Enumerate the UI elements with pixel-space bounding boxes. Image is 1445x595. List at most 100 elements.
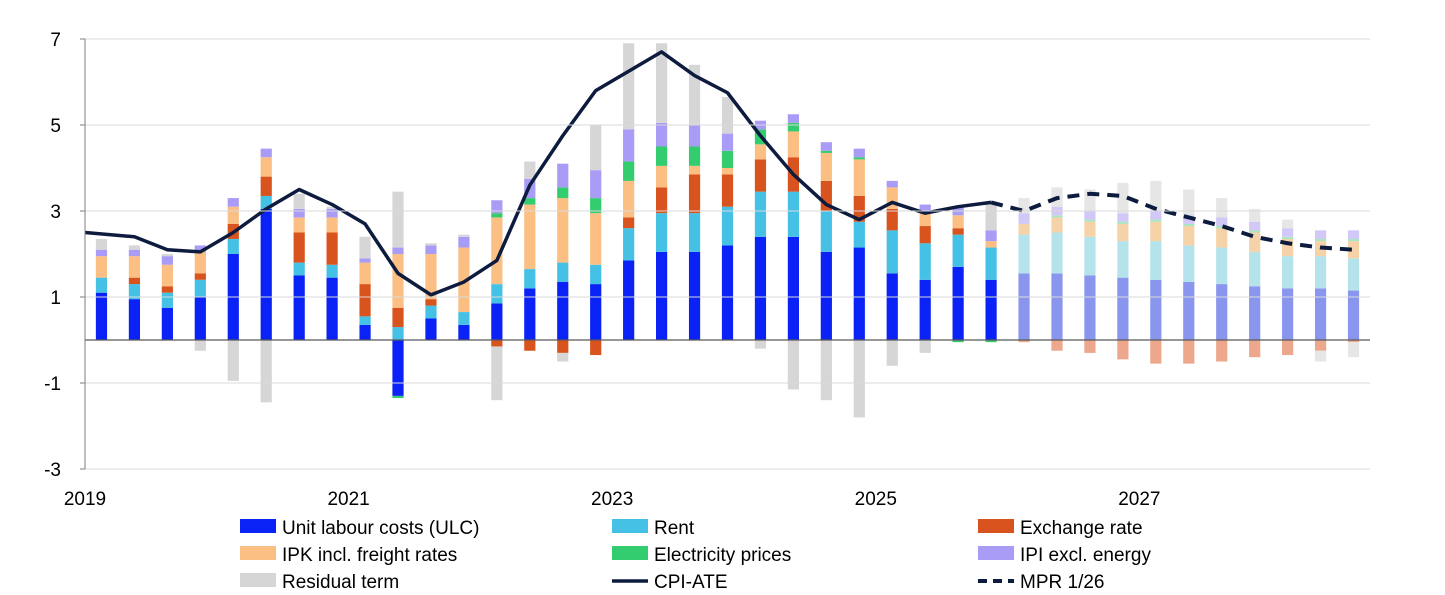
- bars-layer: [95, 43, 1360, 418]
- bar-residual-term-2026q3: [1084, 189, 1096, 211]
- legend-label-unit-labour-costs-ulc: Unit labour costs (ULC): [282, 518, 479, 539]
- bar-ipk-incl-freight-rates-2022q2: [524, 204, 536, 270]
- legend-swatch-unit-labour-costs-ulc: [240, 519, 276, 533]
- bar-unit-labour-costs-ulc-2021q2: [392, 340, 404, 396]
- bar-rent-2025q2: [919, 243, 931, 280]
- bar-ipi-excl-energy-2027q4: [1249, 221, 1261, 231]
- bar-rent-2026q2: [1051, 232, 1063, 274]
- bar-ipk-incl-freight-rates-2027q3: [1216, 228, 1228, 248]
- bar-ipi-excl-energy-2027q2: [1183, 215, 1195, 224]
- bar-residual-term-2019q2: [128, 245, 141, 250]
- bar-ipi-excl-energy-2019q2: [128, 249, 141, 257]
- bar-exchange-rate-2022q4: [590, 340, 602, 356]
- legend-label-ipk-incl-freight-rates: IPK incl. freight rates: [282, 545, 457, 566]
- bar-ipi-excl-energy-2022q3: [557, 163, 569, 188]
- bar-exchange-rate-2021q3: [425, 299, 437, 306]
- bar-residual-term-2019q4: [194, 340, 206, 351]
- bar-ipi-excl-energy-2020q3: [293, 208, 305, 218]
- bar-ipi-excl-energy-2021q3: [425, 245, 437, 254]
- bar-ipk-incl-freight-rates-2022q1: [491, 217, 503, 285]
- bar-rent-2021q4: [458, 312, 470, 325]
- bar-rent-2027q4: [1249, 251, 1261, 287]
- bar-exchange-rate-2021q1: [359, 284, 371, 317]
- bar-unit-labour-costs-ulc-2021q3: [425, 318, 437, 340]
- bar-ipi-excl-energy-2025q2: [919, 204, 931, 214]
- bar-residual-term-2024q3: [820, 340, 832, 401]
- bar-unit-labour-costs-ulc-2027q4: [1249, 286, 1261, 340]
- bar-ipi-excl-energy-2022q4: [590, 170, 602, 199]
- bar-rent-2027q3: [1216, 247, 1228, 285]
- legend-swatch-electricity-prices: [612, 546, 648, 560]
- bar-unit-labour-costs-ulc-2027q2: [1183, 281, 1195, 340]
- bar-ipi-excl-energy-2019q4: [194, 245, 206, 252]
- bar-rent-2022q2: [524, 269, 536, 289]
- bar-exchange-rate-2023q2: [656, 187, 668, 214]
- bar-ipi-excl-energy-2025q1: [886, 180, 898, 188]
- bar-electricity-prices-2022q1: [491, 213, 503, 218]
- bar-unit-labour-costs-ulc-2022q2: [524, 288, 536, 340]
- bar-ipk-incl-freight-rates-2025q4: [985, 241, 997, 248]
- bar-rent-2024q2: [787, 191, 799, 237]
- bar-ipi-excl-energy-2023q2: [656, 122, 668, 147]
- legend-item-electricity-prices: Electricity prices: [612, 545, 791, 566]
- bar-ipk-incl-freight-rates-2023q2: [656, 165, 668, 188]
- bar-residual-term-2024q1: [754, 340, 767, 349]
- bar-ipk-incl-freight-rates-2021q3: [425, 254, 437, 300]
- bar-residual-term-2021q2: [392, 191, 404, 248]
- bar-ipi-excl-energy-2023q4: [721, 133, 734, 151]
- bar-ipk-incl-freight-rates-2019q3: [161, 264, 173, 287]
- bar-exchange-rate-2025q3: [952, 228, 964, 235]
- bar-rent-2024q4: [853, 221, 865, 248]
- bar-residual-term-2024q2: [787, 340, 799, 390]
- bar-residual-term-2022q1: [491, 346, 503, 401]
- bar-residual-term-2026q1: [1018, 198, 1030, 214]
- bar-rent-2028q3: [1347, 258, 1360, 291]
- bar-exchange-rate-2027q2: [1183, 340, 1195, 364]
- bar-unit-labour-costs-ulc-2024q1: [754, 236, 767, 340]
- bar-exchange-rate-2020q2: [260, 176, 272, 196]
- bar-electricity-prices-2028q3: [1347, 238, 1360, 242]
- bar-rent-2021q3: [425, 305, 437, 319]
- bar-residual-term-2022q4: [590, 125, 602, 171]
- bar-rent-2025q1: [886, 230, 898, 274]
- bar-exchange-rate-2026q3: [1084, 340, 1096, 353]
- legend-label-ipi-excl-energy: IPI excl. energy: [1020, 545, 1151, 566]
- bar-unit-labour-costs-ulc-2028q2: [1314, 288, 1327, 340]
- y-tick-label: -1: [44, 374, 61, 395]
- bar-rent-2020q1: [227, 238, 239, 254]
- bar-ipi-excl-energy-2021q2: [392, 247, 404, 254]
- bar-rent-2025q3: [952, 234, 964, 267]
- bar-rent-2026q4: [1117, 241, 1129, 278]
- bar-residual-term-2028q2: [1314, 350, 1327, 362]
- bar-exchange-rate-2027q1: [1150, 340, 1162, 364]
- legend-item-mpr-1-26: MPR 1/26: [978, 572, 1104, 593]
- bar-unit-labour-costs-ulc-2023q1: [623, 260, 635, 340]
- legend-item-exchange-rate: Exchange rate: [978, 518, 1143, 539]
- bar-ipk-incl-freight-rates-2020q4: [326, 217, 338, 233]
- bar-residual-term-2022q2: [524, 161, 536, 179]
- bar-ipk-incl-freight-rates-2021q1: [359, 262, 371, 285]
- bar-unit-labour-costs-ulc-2022q3: [557, 281, 569, 340]
- legend-swatch-ipi-excl-energy: [978, 546, 1014, 560]
- bar-rent-2023q4: [721, 206, 734, 246]
- lines-layer: [84, 50, 1354, 297]
- bar-exchange-rate-2020q4: [326, 232, 338, 265]
- bar-electricity-prices-2026q4: [1117, 221, 1129, 224]
- bar-rent-2020q2: [260, 195, 272, 209]
- bar-ipk-incl-freight-rates-2026q3: [1084, 221, 1096, 237]
- bar-unit-labour-costs-ulc-2025q1: [886, 273, 898, 340]
- bar-exchange-rate-2021q2: [392, 307, 404, 328]
- bar-rent-2019q4: [194, 279, 206, 297]
- bar-unit-labour-costs-ulc-2024q2: [787, 236, 799, 340]
- bar-residual-term-2027q3: [1216, 198, 1228, 218]
- bar-rent-2024q3: [820, 211, 832, 252]
- bar-ipk-incl-freight-rates-2020q3: [293, 217, 305, 233]
- bar-rent-2019q3: [161, 292, 173, 308]
- bar-residual-term-2023q4: [721, 97, 734, 134]
- legend-swatch-rent: [612, 519, 648, 533]
- bar-rent-2020q4: [326, 264, 338, 278]
- bar-electricity-prices-2027q1: [1150, 219, 1162, 222]
- legend-label-rent: Rent: [654, 518, 695, 539]
- bar-exchange-rate-2026q2: [1051, 340, 1063, 351]
- bar-ipk-incl-freight-rates-2019q4: [194, 251, 206, 274]
